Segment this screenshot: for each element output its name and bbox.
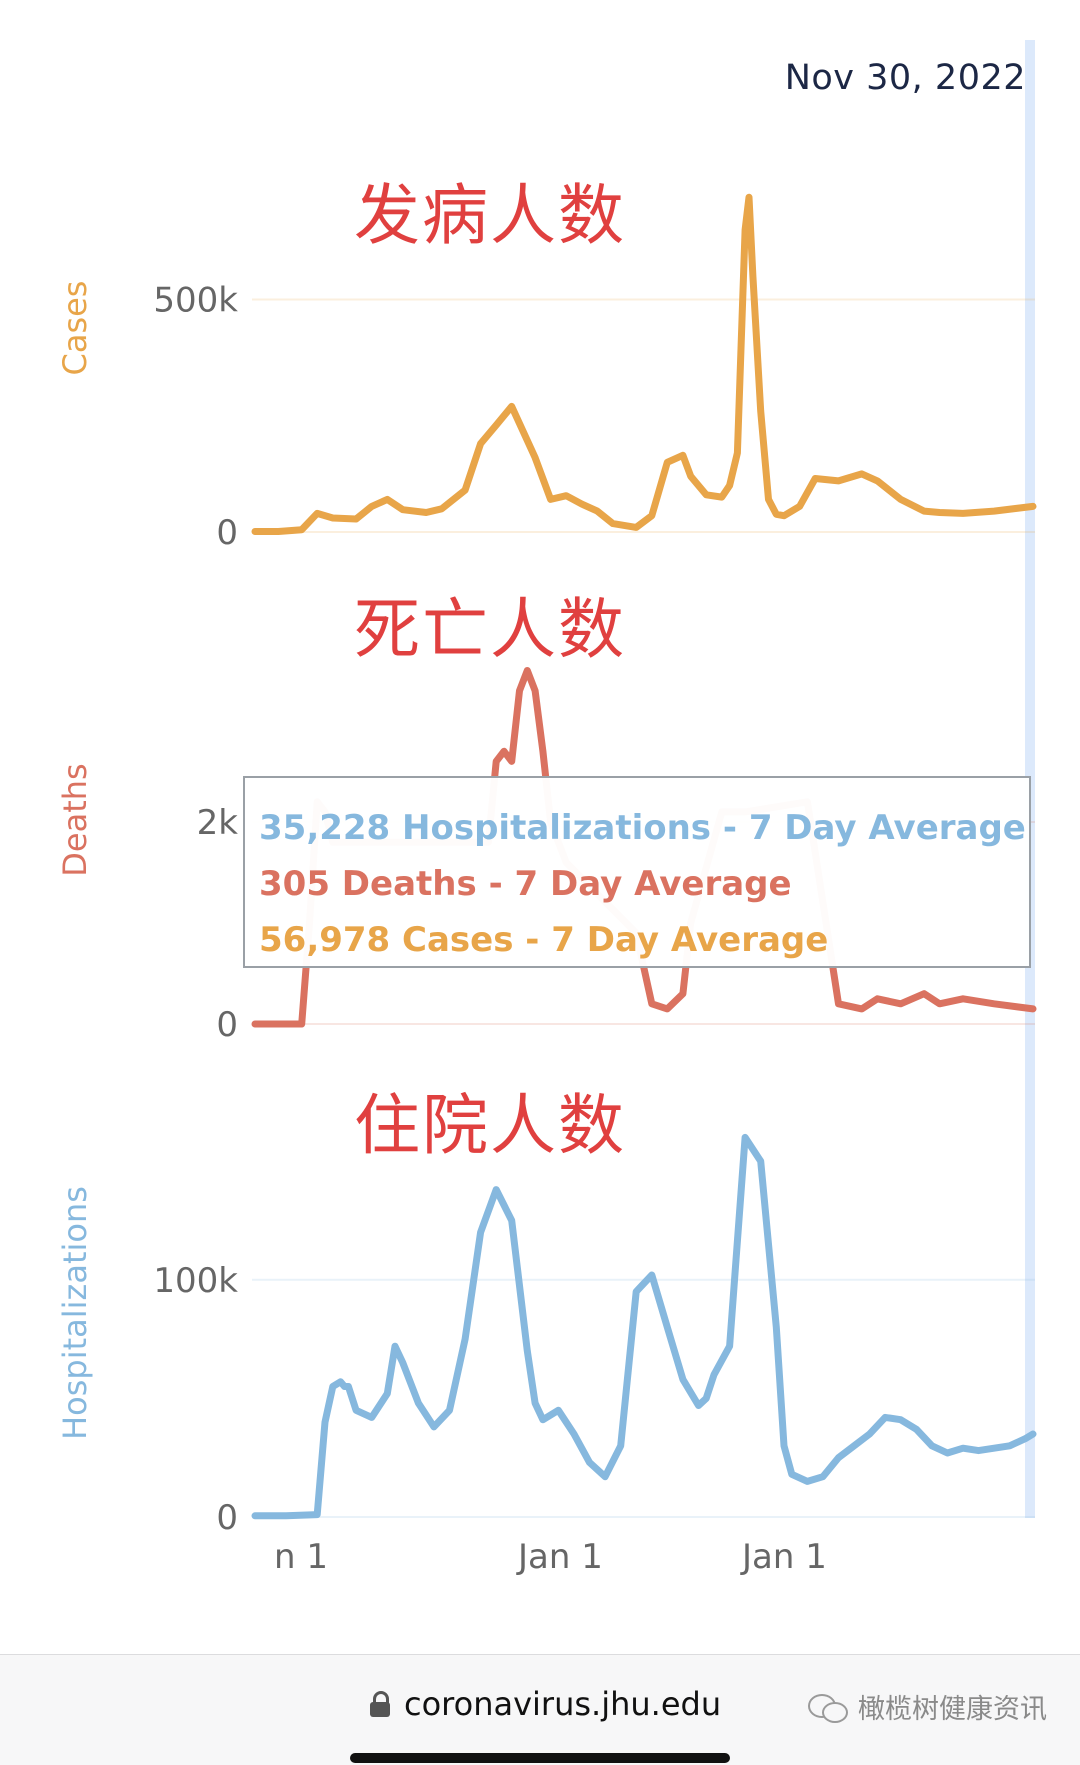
hover-tooltip: 35,228 Hospitalizations - 7 Day Average … bbox=[243, 776, 1031, 968]
series-line-cases bbox=[251, 193, 1037, 535]
annotation-cases: 发病人数 bbox=[354, 177, 626, 254]
y-tick-label: 0 bbox=[216, 1498, 238, 1538]
url-text: coronavirus.jhu.edu bbox=[404, 1685, 722, 1723]
y-tick-label: 0 bbox=[216, 1005, 238, 1045]
watermark-text: 橄榄树健康资讯 bbox=[858, 1694, 1047, 1725]
url-bar[interactable]: coronavirus.jhu.edu bbox=[370, 1685, 721, 1723]
x-tick-label: Jan 1 bbox=[516, 1537, 603, 1577]
series-line-hospitalizations bbox=[251, 1133, 1037, 1520]
tooltip-deaths: 305 Deaths - 7 Day Average bbox=[259, 864, 792, 904]
browser-bottom-bar: coronavirus.jhu.edu 橄榄树健康资讯 bbox=[0, 1654, 1080, 1765]
y-tick-label: 100k bbox=[153, 1261, 238, 1301]
lock-icon bbox=[370, 1691, 390, 1717]
y-tick-label: 2k bbox=[197, 803, 239, 843]
date-label: Nov 30, 2022 bbox=[784, 58, 1026, 98]
x-tick-label: n 1 bbox=[274, 1537, 328, 1577]
home-indicator bbox=[350, 1753, 730, 1763]
y-axis-label: Hospitalizations bbox=[56, 1186, 94, 1440]
x-tick-label: Jan 1 bbox=[740, 1537, 827, 1577]
y-tick-label: 0 bbox=[216, 513, 238, 553]
annotation-deaths: 死亡人数 bbox=[354, 591, 626, 668]
y-axis-label: Cases bbox=[56, 281, 94, 376]
y-tick-label: 500k bbox=[153, 281, 238, 321]
wechat-icon bbox=[806, 1692, 850, 1723]
y-axis-label: Deaths bbox=[56, 763, 94, 876]
annotation-hospitalizations: 住院人数 bbox=[354, 1087, 626, 1164]
tooltip-cases: 56,978 Cases - 7 Day Average bbox=[259, 920, 829, 960]
watermark: 橄榄树健康资讯 bbox=[806, 1687, 1047, 1726]
tooltip-hospitalizations: 35,228 Hospitalizations - 7 Day Average bbox=[259, 808, 1026, 848]
